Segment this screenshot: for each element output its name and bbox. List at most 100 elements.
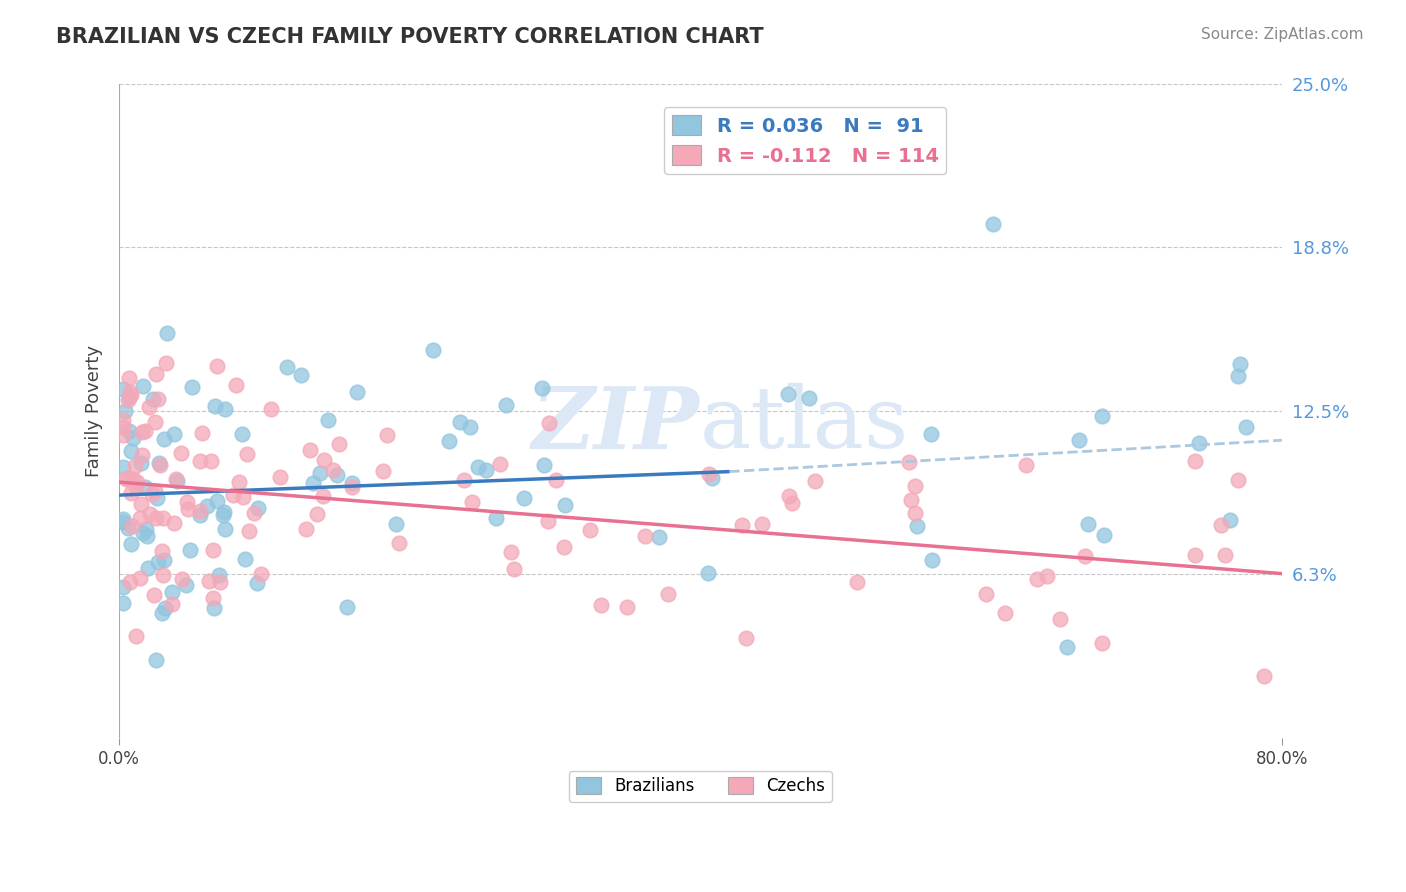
Point [905,519,928,533]
Point [145,483,167,498]
Point [141,486,163,500]
Point [152,567,174,582]
Point [120,486,142,500]
Point [731,518,754,533]
Point [131,425,153,439]
Point [475,463,498,477]
Point [228,475,250,490]
Point [1026,572,1049,586]
Point [202,543,225,558]
Point [700,471,723,485]
Point [204,600,226,615]
Point [150,543,173,558]
Point [1049,612,1071,626]
Point [246,500,269,515]
Point [734,631,756,645]
Point [136,561,159,575]
Point [153,432,176,446]
Point [214,522,236,536]
Point [322,463,344,477]
Point [111,512,134,526]
Point [225,377,247,392]
Point [118,371,141,385]
Point [111,428,134,442]
Text: atlas: atlas [700,383,910,467]
Point [299,443,322,458]
Point [778,387,800,401]
Point [208,567,231,582]
Point [697,566,720,581]
Point [149,458,172,472]
Point [531,381,554,395]
Point [142,392,165,406]
Point [250,567,273,582]
Point [898,455,921,469]
Point [120,537,142,551]
Point [1188,435,1211,450]
Point [634,529,657,543]
Point [125,479,148,493]
Point [145,491,167,505]
Legend: Brazilians, Czechs: Brazilians, Czechs [569,771,831,802]
Point [118,390,141,404]
Point [129,456,152,470]
Point [981,217,1004,231]
Point [132,378,155,392]
Point [1077,516,1099,531]
Point [1227,369,1250,384]
Point [467,459,489,474]
Point [134,480,156,494]
Point [502,561,524,575]
Y-axis label: Family Poverty: Family Poverty [86,345,103,477]
Point [120,575,142,590]
Point [336,600,359,615]
Point [190,454,212,468]
Point [1015,458,1038,472]
Point [238,524,260,538]
Point [778,489,800,503]
Point [342,480,364,494]
Point [121,518,143,533]
Point [1234,420,1257,434]
Point [205,359,228,373]
Point [163,516,186,530]
Point [160,584,183,599]
Point [994,606,1017,620]
Point [920,426,942,441]
Point [138,507,160,521]
Point [221,488,243,502]
Point [388,535,411,549]
Point [537,514,560,528]
Point [134,424,156,438]
Point [900,493,922,508]
Point [579,524,602,538]
Point [132,526,155,541]
Point [780,496,803,510]
Point [232,490,254,504]
Point [177,501,200,516]
Point [1184,548,1206,562]
Point [198,574,221,589]
Point [129,571,152,585]
Point [422,343,444,357]
Point [111,596,134,610]
Point [499,544,522,558]
Point [201,591,224,605]
Point [1219,513,1241,527]
Point [121,431,143,445]
Point [657,587,679,601]
Point [260,401,283,416]
Point [150,606,173,620]
Point [195,500,218,514]
Point [697,467,720,481]
Point [1092,528,1115,542]
Point [799,391,821,405]
Point [136,529,159,543]
Point [751,517,773,532]
Point [1056,640,1078,654]
Point [453,473,475,487]
Point [152,511,174,525]
Point [326,467,349,482]
Point [135,522,157,536]
Point [1209,518,1232,533]
